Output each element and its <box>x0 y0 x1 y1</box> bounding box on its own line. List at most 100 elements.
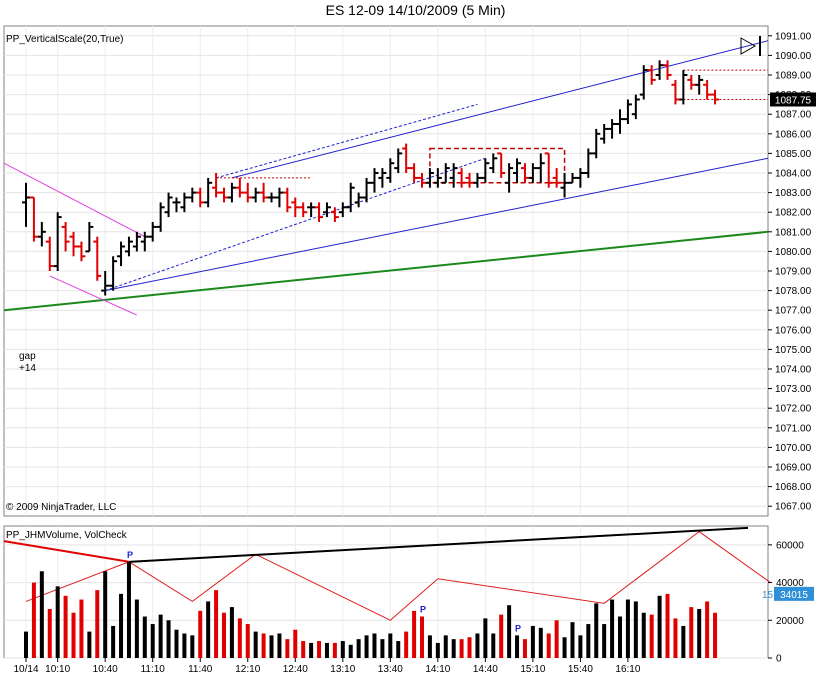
volume-bar <box>277 633 282 658</box>
price-bar <box>77 241 86 262</box>
volume-bar <box>111 625 116 658</box>
volume-bar <box>594 603 599 658</box>
price-bar <box>196 187 205 208</box>
price-bar <box>378 168 387 188</box>
wedge-lower-line <box>49 275 138 316</box>
volume-bar <box>705 601 710 658</box>
volume-bar <box>697 608 702 658</box>
price-bar <box>322 202 331 218</box>
volume-bar <box>206 601 211 658</box>
price-bar <box>544 152 553 188</box>
price-tick-label: 1089.00 <box>775 71 812 82</box>
copyright-label: © 2009 NinjaTrader, LLC <box>6 502 116 513</box>
volume-bar <box>420 616 424 658</box>
volume-bar <box>586 624 591 658</box>
volume-bar <box>467 637 472 658</box>
chart-title: ES 12-09 14/10/2009 (5 Min) <box>325 2 506 18</box>
price-tick-label: 1074.00 <box>775 365 812 376</box>
lower-channel-line <box>105 157 769 292</box>
time-tick-label: 10:40 <box>93 664 118 675</box>
volume-bar <box>87 631 92 658</box>
volume-indicator-label: PP_JHMVolume, VolCheck <box>6 530 128 541</box>
last-volume-label: 34015 <box>780 590 808 601</box>
volume-bar <box>95 590 100 658</box>
price-bar <box>370 168 379 193</box>
volume-bar <box>507 605 512 658</box>
volume-bar <box>388 633 393 658</box>
price-tick-label: 1091.00 <box>775 31 812 42</box>
dashed-trendline <box>215 103 478 179</box>
volume-bar <box>427 635 432 658</box>
price-bar <box>481 158 490 183</box>
price-bar <box>560 173 569 198</box>
upper-channel-line <box>231 40 769 179</box>
time-tick-label: 10/14 <box>13 664 38 675</box>
volume-trendline <box>128 526 749 563</box>
price-bar <box>220 187 228 203</box>
price-bar <box>299 202 308 218</box>
price-bar <box>338 202 347 218</box>
volume-bar <box>285 639 290 658</box>
volume-bar <box>578 635 583 658</box>
price-bar <box>307 202 316 218</box>
price-bar <box>69 231 78 257</box>
price-bar <box>156 202 165 232</box>
price-bar <box>101 271 110 296</box>
volume-bar <box>245 624 250 658</box>
pivot-marker: P <box>127 550 133 560</box>
volume-bar <box>317 641 322 658</box>
volume-bar <box>649 614 654 658</box>
volume-bar <box>372 633 377 658</box>
price-bar <box>576 168 585 188</box>
price-bar <box>109 256 118 291</box>
volume-bar <box>538 627 543 658</box>
price-bar <box>457 168 466 188</box>
scroll-right-icon <box>740 37 757 55</box>
volume-bar <box>641 612 646 658</box>
volume-bar <box>435 642 440 658</box>
price-tick-label: 1082.00 <box>775 208 812 219</box>
price-tick-label: 1073.00 <box>775 384 812 395</box>
price-bar <box>402 143 411 173</box>
price-bar <box>117 241 126 267</box>
price-tick-label: 1077.00 <box>775 306 812 317</box>
volume-bar <box>491 633 496 658</box>
price-bars <box>22 60 720 296</box>
price-bar <box>418 173 426 188</box>
volume-bar <box>633 601 638 658</box>
price-bar <box>425 168 434 188</box>
volume-bar <box>554 620 559 658</box>
time-tick-label: 11:40 <box>188 664 213 675</box>
last-price-badge <box>770 92 816 107</box>
support-trendline <box>3 230 769 312</box>
volume-bar <box>301 641 306 658</box>
volume-bar <box>293 629 298 658</box>
price-tick-label: 1078.00 <box>775 286 812 297</box>
volume-bar <box>198 610 203 658</box>
volume-bar <box>443 635 448 658</box>
price-bar <box>623 99 632 124</box>
price-bar <box>93 236 102 281</box>
price-bar <box>362 177 371 203</box>
price-bar <box>259 182 268 203</box>
volume-bar <box>261 633 266 658</box>
price-bar <box>584 148 593 178</box>
volume-bar <box>673 618 678 658</box>
price-bar <box>132 231 141 252</box>
volume-bar <box>142 616 147 658</box>
range-box <box>429 147 566 184</box>
volume-bar <box>713 612 718 658</box>
price-bar <box>608 119 617 139</box>
price-bar <box>497 152 506 178</box>
price-bar <box>671 79 680 105</box>
volume-bar <box>499 614 504 658</box>
volume-bar <box>610 599 615 658</box>
price-bar <box>536 153 545 183</box>
volume-bar <box>182 633 187 658</box>
pivot-marker: P <box>420 605 426 615</box>
price-tick-label: 1080.00 <box>775 247 812 258</box>
time-tick-label: 14:40 <box>473 664 498 675</box>
price-bar <box>283 187 292 213</box>
volume-bar <box>459 639 464 658</box>
